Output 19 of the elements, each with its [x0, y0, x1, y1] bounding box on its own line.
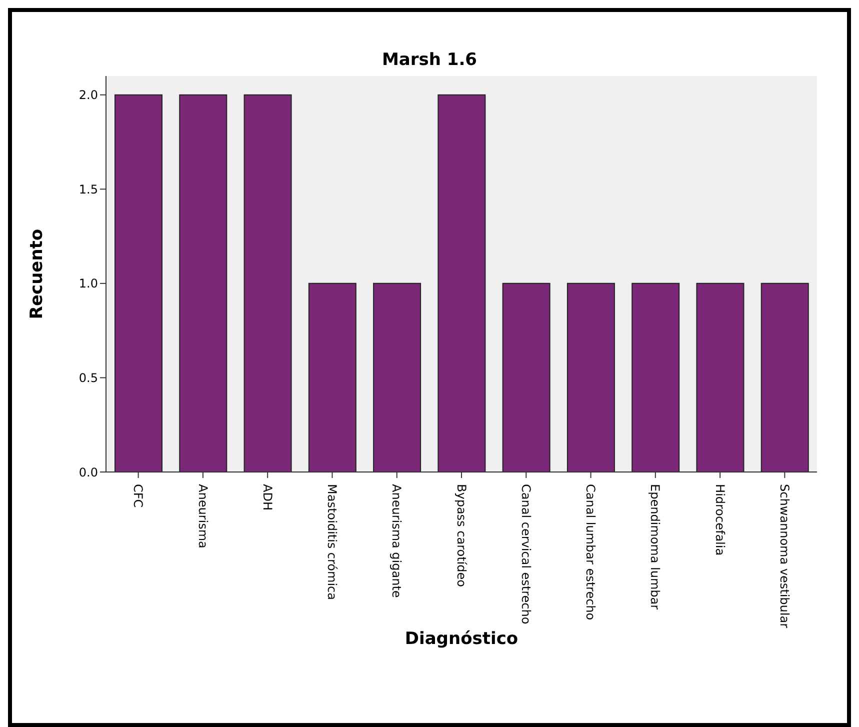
y-tick-label: 0.0 — [78, 465, 98, 480]
y-tick-label: 0.5 — [78, 370, 98, 385]
x-tick-label: Hidrocefalia — [712, 484, 727, 556]
x-axis-title: Diagnóstico — [404, 629, 518, 649]
chart-title: Marsh 1.6 — [380, 50, 478, 70]
x-tick-label: Bypass carotídeo — [454, 484, 468, 587]
y-axis-title: Recuento — [27, 228, 48, 320]
x-tick-label: Aneurisma — [196, 484, 210, 548]
y-tick-label: 1.0 — [78, 276, 98, 291]
x-tick-label: Aneurisma gigante — [390, 484, 404, 598]
x-tick-label: ADH — [260, 484, 274, 510]
x-tick-label: Schwannoma vestibular — [777, 484, 792, 628]
y-tick-label: 2.0 — [78, 88, 98, 102]
x-tick-label: Mastoiditis crómica — [325, 484, 340, 600]
x-tick-label: Canal lumbar estrecho — [584, 484, 598, 620]
x-tick-label: Canal cervical estrecho — [518, 484, 533, 624]
x-tick-label: Ependimoma lumbar — [648, 484, 662, 610]
y-tick-label: 1.5 — [78, 182, 98, 196]
x-tick-label: CFC — [131, 484, 146, 508]
